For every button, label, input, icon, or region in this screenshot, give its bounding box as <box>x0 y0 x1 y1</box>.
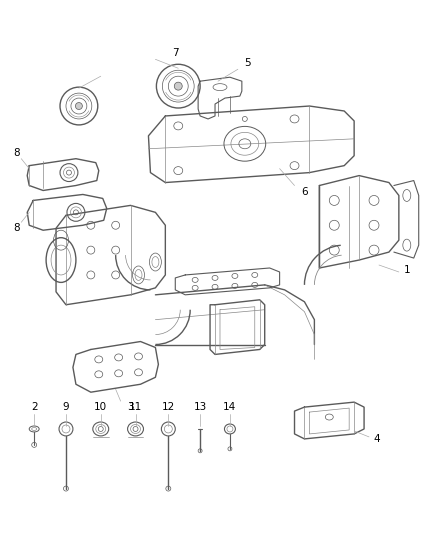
Text: 11: 11 <box>129 402 142 412</box>
Text: 7: 7 <box>172 49 179 58</box>
Ellipse shape <box>174 82 182 90</box>
Text: 9: 9 <box>63 402 69 412</box>
Text: 8: 8 <box>13 223 20 233</box>
Text: 12: 12 <box>162 402 175 412</box>
Text: 3: 3 <box>127 402 134 412</box>
Ellipse shape <box>75 102 82 109</box>
Text: 13: 13 <box>194 402 207 412</box>
Text: 10: 10 <box>94 402 107 412</box>
Text: 5: 5 <box>244 58 251 68</box>
Text: 2: 2 <box>31 402 38 412</box>
Text: 6: 6 <box>301 188 308 197</box>
Text: 14: 14 <box>223 402 237 412</box>
Text: 1: 1 <box>403 265 410 275</box>
Text: 8: 8 <box>13 148 20 158</box>
Text: 4: 4 <box>374 434 380 444</box>
